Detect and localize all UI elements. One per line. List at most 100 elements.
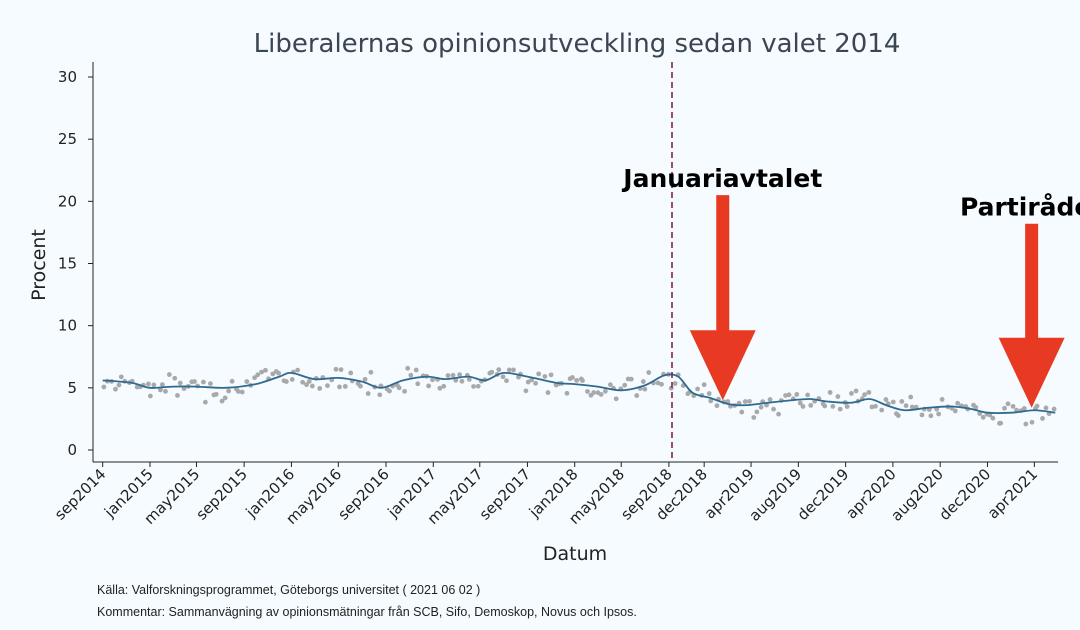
poll-point — [219, 398, 225, 404]
plot-area: 051015202530sep2014jan2015may2015sep2015… — [51, 62, 1080, 528]
poll-point — [226, 388, 232, 394]
poll-point — [289, 377, 295, 382]
poll-point — [973, 405, 979, 410]
poll-point — [585, 389, 590, 394]
poll-point — [786, 392, 792, 398]
poll-point — [459, 378, 465, 384]
poll-point — [529, 377, 535, 383]
poll-point — [441, 383, 447, 389]
poll-point — [1043, 405, 1049, 411]
poll-point — [607, 382, 613, 388]
poll-point — [672, 381, 678, 386]
poll-point — [348, 370, 354, 376]
poll-point — [333, 366, 339, 372]
x-tick-label: sep2015 — [192, 465, 251, 524]
poll-point — [866, 389, 872, 395]
poll-point — [797, 400, 803, 406]
x-tick-label: sep2017 — [476, 465, 535, 524]
poll-point — [640, 379, 646, 384]
poll-point — [853, 388, 859, 394]
poll-point — [453, 377, 459, 383]
poll-point — [377, 392, 383, 398]
y-tick-label: 10 — [58, 317, 77, 335]
poll-point — [642, 386, 648, 392]
poll-point — [742, 399, 748, 404]
poll-point — [1040, 416, 1045, 421]
chart-title: Liberalernas opinionsutveckling sedan va… — [254, 29, 901, 59]
poll-point — [163, 388, 168, 394]
x-tick-label: dec2019 — [794, 465, 853, 524]
poll-point — [270, 371, 276, 377]
trend-line — [102, 371, 1056, 414]
poll-point — [879, 407, 885, 413]
y-tick-label: 15 — [58, 255, 77, 273]
poll-point — [239, 389, 245, 395]
poll-point — [408, 372, 414, 378]
annotation-label: Januariavtalet — [621, 164, 822, 193]
poll-point — [862, 392, 868, 397]
poll-point — [511, 367, 516, 373]
poll-point — [337, 384, 342, 390]
poll-point — [430, 377, 435, 383]
poll-point — [928, 413, 934, 419]
poll-point — [118, 374, 124, 380]
poll-point — [181, 386, 187, 391]
poll-point — [569, 375, 575, 380]
poll-point — [895, 413, 901, 418]
poll-point — [776, 411, 781, 417]
poll-point — [591, 390, 597, 395]
poll-point — [980, 414, 986, 420]
poll-point — [222, 395, 228, 401]
poll-point — [259, 369, 264, 375]
poll-point — [536, 371, 542, 377]
poll-point — [113, 386, 118, 392]
poll-point — [827, 390, 833, 395]
poll-point — [201, 379, 206, 385]
poll-point — [908, 394, 914, 400]
poll-point — [613, 396, 619, 402]
poll-point — [252, 375, 258, 381]
poll-point — [628, 376, 634, 382]
poll-point — [998, 420, 1004, 426]
poll-point — [471, 384, 476, 389]
poll-point — [701, 382, 707, 388]
poll-point — [800, 404, 806, 409]
poll-point — [919, 412, 925, 418]
poll-point — [523, 388, 529, 394]
poll-point — [1051, 406, 1057, 412]
annotation-arrow — [998, 223, 1065, 408]
poll-point — [146, 381, 151, 387]
poll-point — [1023, 421, 1029, 427]
poll-point — [1021, 406, 1027, 411]
poll-point — [147, 393, 153, 399]
poll-point — [548, 372, 554, 378]
poll-point — [202, 399, 208, 405]
poll-point — [706, 391, 712, 396]
annotation-label: Partirådet — [960, 193, 1080, 222]
poll-point — [445, 373, 451, 378]
poll-point — [822, 403, 828, 409]
poll-point — [808, 402, 814, 408]
poll-point — [883, 397, 889, 402]
y-tick-label: 30 — [58, 68, 77, 86]
poll-point — [500, 374, 506, 380]
poll-point — [955, 400, 961, 406]
poll-point — [358, 383, 363, 389]
poll-point — [255, 372, 261, 378]
poll-point — [936, 411, 942, 417]
poll-point — [413, 367, 419, 373]
poll-point — [844, 404, 850, 409]
y-tick-label: 5 — [67, 379, 77, 397]
poll-point — [646, 370, 652, 375]
poll-point — [899, 399, 905, 404]
poll-point — [325, 383, 330, 389]
poll-point — [396, 385, 402, 391]
poll-point — [767, 397, 773, 402]
poll-point — [1010, 403, 1016, 409]
poll-point — [306, 379, 312, 384]
poll-point — [890, 399, 896, 405]
poll-point — [309, 383, 315, 389]
poll-point — [229, 378, 235, 384]
poll-point — [295, 367, 301, 373]
